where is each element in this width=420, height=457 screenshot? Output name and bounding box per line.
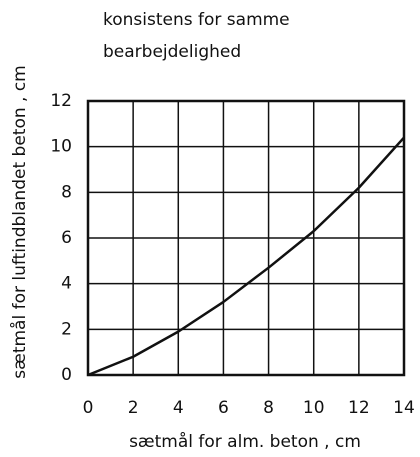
y-tick-label: 12: [50, 91, 72, 111]
chart-title: konsistens for samme: [103, 10, 290, 30]
y-tick-label: 0: [61, 365, 72, 385]
plot-frame: [86, 99, 406, 377]
x-tick-label: 12: [348, 398, 370, 418]
y-tick-label: 10: [50, 137, 72, 157]
x-tick-label: 6: [218, 398, 229, 418]
y-tick-label: 6: [61, 228, 72, 248]
x-tick-label: 14: [393, 398, 415, 418]
y-tick-label: 2: [61, 319, 72, 339]
x-axis-label: sætmål for alm. beton , cm: [129, 431, 361, 452]
x-tick-label: 2: [128, 398, 139, 418]
y-tick-label: 8: [61, 182, 72, 202]
y-tick-label: 4: [61, 274, 72, 294]
x-tick-label: 0: [83, 398, 94, 418]
x-tick-label: 4: [173, 398, 184, 418]
x-tick-label: 10: [303, 398, 325, 418]
chart-title: bearbejdelighed: [103, 42, 241, 62]
data-line: [87, 136, 405, 377]
y-axis-label: sætmål for luftindblandet beton , cm: [9, 65, 30, 378]
x-tick-label: 8: [263, 398, 274, 418]
